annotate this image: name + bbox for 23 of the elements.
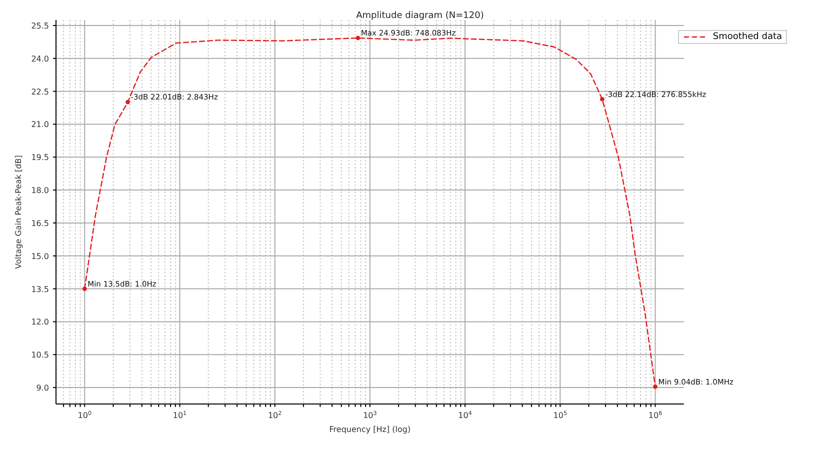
- y-tick-label: 22.5: [31, 87, 49, 96]
- x-tick-label: 10$^{0}$: [78, 410, 92, 420]
- y-tick-label: 24.0: [31, 54, 49, 64]
- y-tick-label: 21.0: [31, 120, 49, 130]
- x-tick-label: 10$^{2}$: [268, 410, 282, 420]
- y-tick-label: 16.5: [31, 218, 49, 228]
- y-tick-label: 9.0: [36, 384, 49, 393]
- x-axis-title: Frequency [Hz] (log): [329, 425, 411, 434]
- x-tick-label: 10$^{6}$: [648, 410, 663, 420]
- y-tick-label: 25.5: [31, 21, 49, 30]
- y-tick-label: 12.0: [31, 318, 49, 327]
- chart-title: Amplitude diagram (N=120): [356, 11, 484, 21]
- x-tick-label: 10$^{5}$: [553, 410, 568, 420]
- y-tick-label: 13.5: [31, 284, 49, 294]
- y-axis-title: Voltage Gain Peak-Peak [dB]: [14, 155, 23, 269]
- y-tick-label: 10.5: [31, 350, 49, 360]
- y-tick-label: 18.0: [31, 186, 49, 196]
- y-tick-label: 15.0: [31, 252, 49, 261]
- x-tick-label: 10$^{4}$: [458, 410, 472, 420]
- x-tick-label: 10$^{3}$: [363, 410, 378, 420]
- x-tick-label: 10$^{1}$: [172, 410, 188, 420]
- y-tick-label: 19.5: [31, 153, 49, 162]
- legend-label: Smoothed data: [712, 32, 782, 42]
